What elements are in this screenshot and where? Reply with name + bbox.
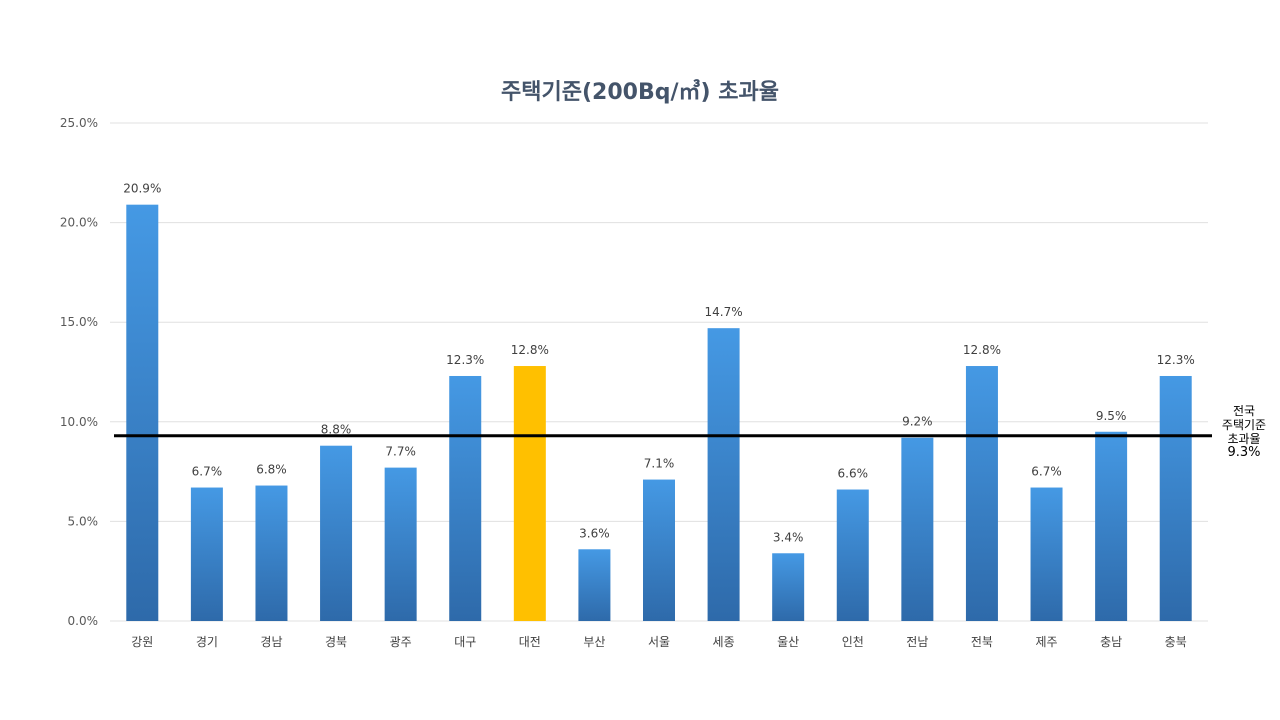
- reference-label-line: 전국: [1232, 404, 1256, 418]
- category-label: 전남: [906, 635, 928, 649]
- data-label: 6.6%: [838, 467, 869, 481]
- data-label: 20.9%: [123, 182, 161, 196]
- data-label: 12.3%: [446, 353, 484, 367]
- reference-value: 9.3%: [1227, 445, 1261, 460]
- bar: [1095, 431, 1128, 621]
- category-label: 충북: [1165, 635, 1187, 649]
- bar: [965, 366, 998, 621]
- data-label: 3.4%: [773, 530, 804, 544]
- category-label: 전북: [971, 635, 993, 649]
- y-axis-ticks: 0.0% 5.0% 10.0% 15.0% 20.0% 25.0%: [60, 116, 98, 628]
- x-axis-categories: 강원 경기 경남 경북 광주 대구 대전 부산 서울 세종 울산 인천 전남 전북 제주 충남 충북: [131, 634, 1187, 649]
- data-label: 6.8%: [256, 463, 287, 477]
- data-label: 9.2%: [902, 415, 933, 429]
- bar: [643, 479, 675, 621]
- bar: [449, 375, 482, 621]
- bar: [320, 445, 353, 621]
- data-label: 12.8%: [511, 343, 549, 357]
- bar: [578, 549, 611, 621]
- bar: [1159, 375, 1192, 621]
- data-label: 9.5%: [1096, 409, 1127, 423]
- data-label: 14.7%: [705, 305, 743, 319]
- data-label: 12.3%: [1157, 353, 1195, 367]
- bars: [126, 204, 1192, 621]
- bar: [1030, 487, 1063, 621]
- bar: [836, 489, 869, 621]
- category-label: 경기: [196, 635, 218, 649]
- bar: [384, 467, 417, 621]
- reference-label-line: 초과율: [1227, 432, 1261, 446]
- category-label: 충남: [1100, 635, 1122, 649]
- data-label: 6.7%: [192, 465, 223, 479]
- y-tick-label: 0.0%: [68, 614, 99, 628]
- bar: [255, 485, 288, 621]
- bar: [901, 437, 934, 621]
- category-label: 광주: [390, 635, 412, 649]
- data-label: 6.7%: [1031, 465, 1062, 479]
- chart-title: 주택기준(200Bq/㎥) 초과율: [501, 80, 779, 105]
- category-label: 세종: [713, 635, 735, 649]
- category-label: 대전: [519, 635, 541, 649]
- y-tick-label: 5.0%: [68, 514, 99, 528]
- category-label: 강원: [131, 635, 153, 649]
- y-tick-label: 10.0%: [60, 415, 98, 429]
- bar: [513, 366, 546, 621]
- category-label: 부산: [583, 635, 605, 649]
- y-tick-label: 25.0%: [60, 116, 98, 130]
- data-labels: 20.9% 6.7% 6.8% 8.8% 7.7% 12.3% 12.8% 3.6% 7.1% 1…: [123, 182, 1195, 545]
- data-label: 7.1%: [644, 457, 675, 471]
- y-tick-label: 20.0%: [60, 216, 98, 230]
- category-label: 제주: [1035, 635, 1057, 649]
- data-label: 3.6%: [579, 526, 610, 540]
- category-label: 경남: [260, 635, 282, 649]
- data-label: 8.8%: [321, 423, 352, 437]
- category-label: 인천: [842, 634, 864, 649]
- category-label: 대구: [454, 635, 476, 649]
- category-label: 울산: [777, 635, 799, 649]
- bar: [707, 328, 740, 621]
- category-label: 경북: [325, 635, 347, 649]
- bar: [190, 487, 223, 621]
- reference-label-line: 주택기준: [1221, 418, 1267, 432]
- reference-line-label: 전국 주택기준 초과율 9.3%: [1212, 404, 1276, 460]
- data-label: 7.7%: [385, 445, 416, 459]
- bar: [772, 553, 805, 621]
- y-tick-label: 15.0%: [60, 315, 98, 329]
- category-label: 서울: [648, 635, 670, 649]
- data-label: 12.8%: [963, 343, 1001, 357]
- bar: [126, 204, 159, 621]
